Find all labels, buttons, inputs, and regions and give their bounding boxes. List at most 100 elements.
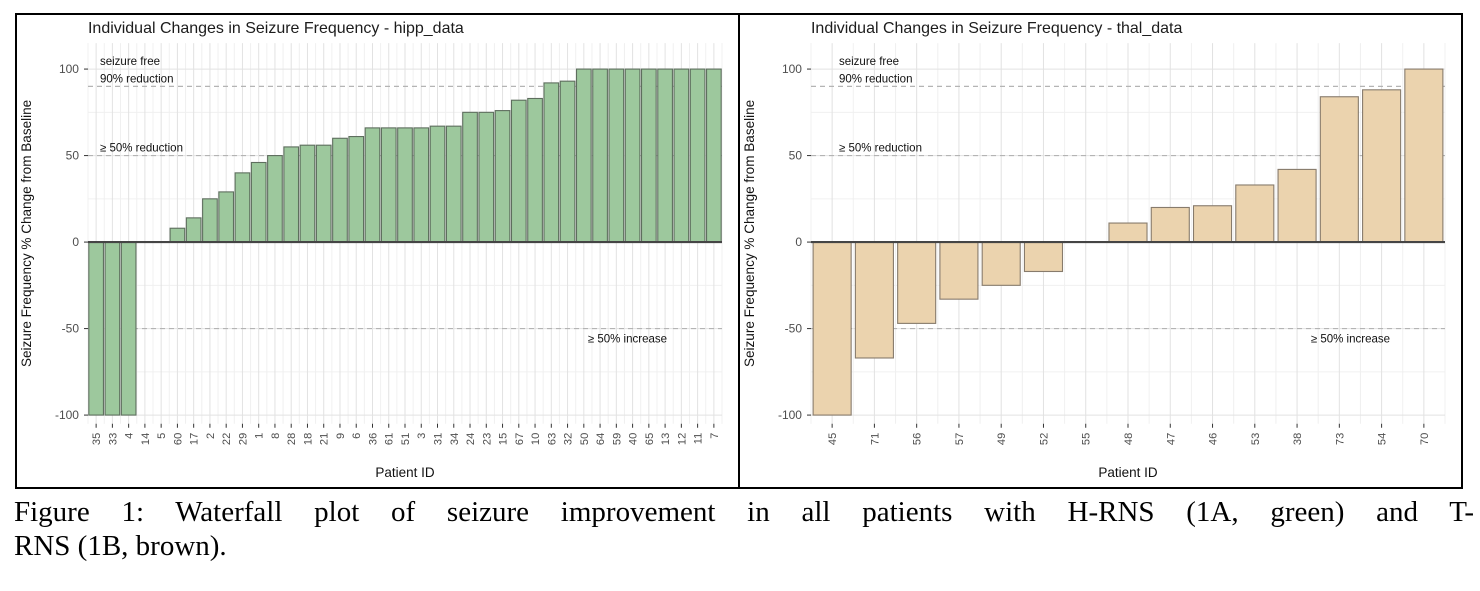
bar-patient-2 [202,198,218,243]
x-tick-label: 10 [530,433,542,445]
bar-patient-46 [1192,205,1233,243]
x-tick-label: 51 [400,433,412,445]
x-tick-label: 47 [1165,433,1177,445]
x-tick-label: 1 [254,433,266,439]
x-tick-label: 67 [514,433,526,445]
x-tick-label: 21 [319,433,331,445]
annotation-label: ≥ 50% increase [1311,334,1390,346]
bar-patient-13 [657,68,673,243]
x-tick-label: 22 [221,433,233,445]
x-tick-label: 3 [416,433,428,439]
y-tick-label: -50 [785,322,803,336]
bar-patient-35 [88,241,104,416]
x-tick-label: 40 [628,433,640,445]
y-tick-label: -100 [778,408,802,422]
bar-patient-73 [1319,96,1359,243]
bars [812,68,1444,416]
x-tick-label: 65 [644,433,656,445]
y-axis-title: Seizure Frequency % Change from Baseline [742,100,757,367]
x-tick-label: 29 [237,433,249,445]
panel-1b-thal: 100 50 0 -50 -100 45 71 56 57 49 52 55 48 47 46 53 38 73 5… [740,15,1461,487]
x-tick-label: 73 [1334,433,1346,445]
x-tick-label: 14 [140,433,152,445]
y-tick-label: 0 [72,235,79,249]
y-tick-label: -50 [62,322,80,336]
bar-patient-57 [939,241,979,300]
x-tick-label: 2 [205,433,217,439]
caption-line-1: Figure 1: Waterfall plot of seizure impr… [14,496,1474,528]
bar-patient-10 [527,97,543,243]
x-tick-label: 13 [660,433,672,445]
x-axis-title: Patient ID [375,465,434,480]
bar-patient-24 [462,111,478,243]
x-tick-label: 59 [611,433,623,445]
bar-patient-33 [104,241,121,416]
bar-patient-3 [413,127,430,243]
x-tick-label: 52 [1038,433,1050,445]
x-tick-label: 57 [954,433,966,445]
bar-patient-51 [397,127,413,243]
annotation-label: seizure free [100,56,160,68]
x-tick-label: 63 [546,433,558,445]
x-tick-label: 48 [1123,433,1135,445]
bar-patient-4 [120,241,137,416]
y-tick-label: 100 [782,62,802,76]
annotation-label: seizure free [839,56,899,68]
x-tick-label: 18 [302,433,314,445]
x-tick-label: 60 [172,433,184,445]
x-tick-label: 46 [1208,433,1220,445]
bar-patient-67 [510,99,527,243]
bar-patient-32 [559,80,576,243]
bar-patient-18 [299,144,316,243]
bar-patient-6 [348,135,365,243]
x-tick-label: 56 [912,433,924,445]
panel-1a-hipp: 100 50 0 -50 -100 35 33 4 14 5 60 17 2 22 29 1 8 28 18 21 9 6… [17,15,738,487]
bar-patient-34 [445,125,462,243]
waterfall-figure: 100 50 0 -50 -100 35 33 4 14 5 60 17 2 22 29 1 8 28 18 21 9 6… [15,13,1463,489]
x-tick-label: 45 [827,433,839,445]
x-tick-label: 54 [1377,433,1389,445]
bar-patient-9 [332,137,348,243]
x-tick-label: 31 [433,433,445,445]
bar-patient-1 [250,161,267,243]
bar-patient-40 [624,68,641,243]
bar-patient-12 [673,68,690,243]
x-tick-label: 8 [270,433,282,439]
bar-patient-36 [364,127,381,243]
bar-patient-71 [854,241,894,359]
x-tick-label: 12 [676,433,688,445]
bar-patient-21 [315,144,332,243]
bar-patient-38 [1277,168,1317,243]
x-tick-label: 34 [449,433,461,445]
y-tick-label: 50 [789,149,803,163]
bar-patient-50 [575,68,592,243]
chart-title: Individual Changes in Seizure Frequency … [88,19,464,37]
x-tick-label: 35 [91,433,103,445]
x-tick-label: 5 [156,433,168,439]
y-tick-label: 100 [59,62,79,76]
bar-patient-23 [478,111,495,243]
bar-patient-63 [543,82,560,243]
bar-patient-48 [1108,222,1148,243]
bar-patient-8 [267,155,283,243]
x-tick-label: 33 [107,433,119,445]
x-tick-label: 32 [563,433,575,445]
x-tick-label: 53 [1250,433,1262,445]
x-tick-label: 70 [1419,433,1431,445]
bar-patient-11 [689,68,706,243]
panel-divider [738,15,740,487]
x-tick-label: 15 [498,433,510,445]
x-tick-label: 23 [481,433,493,445]
bar-patient-56 [897,241,937,324]
annotation-label: ≥ 50% reduction [839,143,922,155]
bar-patient-53 [1235,184,1275,243]
bar-patient-60 [169,227,186,243]
y-tick-label: 0 [795,235,802,249]
x-tick-label: 36 [368,433,380,445]
bar-patient-31 [429,125,446,243]
annotation-label: ≥ 50% reduction [100,143,183,155]
bar-patient-47 [1150,206,1190,243]
caption-line-2: RNS (1B, brown). [14,530,227,562]
bar-patient-45 [812,241,852,416]
